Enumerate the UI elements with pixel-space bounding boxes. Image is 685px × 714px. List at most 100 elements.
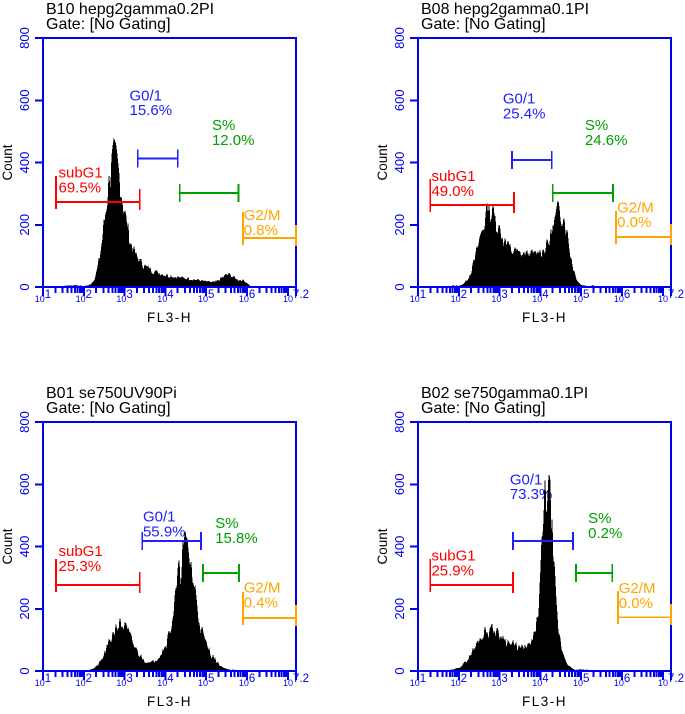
gate-status-text: Gate: [No Gating] xyxy=(421,400,546,417)
gate-label-g2m-pct: 0.0% xyxy=(617,214,651,231)
gate-label-g01-name: G0/1 xyxy=(510,471,543,488)
gate-label-g2m-pct: 0.4% xyxy=(244,595,278,612)
gate-bracket-s[interactable] xyxy=(178,184,240,203)
panel-title: B08 hepg2gamma0.1PI xyxy=(421,1,589,18)
y-tick-label: 600 xyxy=(392,473,407,495)
x-tick-label: 102 xyxy=(76,289,92,304)
gate-label-g01-pct: 25.4% xyxy=(503,105,546,122)
gate-label-g01-name: G0/1 xyxy=(503,90,536,107)
gate-label-s-name: S% xyxy=(588,510,611,527)
gate-label-s-name: S% xyxy=(585,117,608,134)
y-tick-label: 400 xyxy=(17,536,32,558)
gate-bracket-g01[interactable] xyxy=(136,149,179,168)
gate-label-g2m-pct: 0.0% xyxy=(619,595,653,612)
x-tick-label: 105 xyxy=(198,673,214,688)
x-axis-label: FL3-H xyxy=(522,694,567,709)
gate-label-subg1-name: subG1 xyxy=(59,164,103,181)
x-tick-label: 106 xyxy=(239,289,255,304)
x-tick-label: 104 xyxy=(532,673,549,688)
y-tick-label: 800 xyxy=(17,27,32,49)
x-tick-label: 101 xyxy=(35,289,51,304)
gate-bracket-subg1[interactable] xyxy=(55,176,141,211)
y-axis-label: Count xyxy=(375,528,390,564)
gate-label-g2m-pct: 0.8% xyxy=(244,222,278,239)
y-tick-label: 0 xyxy=(392,283,407,290)
gate-bracket-g2m[interactable] xyxy=(242,592,297,627)
gate-label-g01-name: G0/1 xyxy=(143,509,176,526)
gate-label-subg1-pct: 49.0% xyxy=(431,183,474,200)
y-axis-ticks: 0 200 400 600 800 xyxy=(17,411,43,675)
panel-title: B10 hepg2gamma0.2PI xyxy=(46,1,214,18)
x-axis-ticks xyxy=(42,287,297,296)
x-axis-label: FL3-H xyxy=(147,694,192,709)
x-tick-label: 107.2 xyxy=(658,289,684,304)
gate-label-subg1-pct: 25.3% xyxy=(59,558,102,575)
gate-bracket-s[interactable] xyxy=(551,184,614,203)
x-tick-label: 101 xyxy=(35,673,51,688)
x-tick-label: 105 xyxy=(198,289,214,304)
gate-label-g2m-name: G2/M xyxy=(244,580,281,597)
x-tick-label: 103 xyxy=(116,289,132,304)
y-tick-label: 0 xyxy=(17,667,32,674)
x-axis-ticks xyxy=(417,287,672,296)
gate-label-s-name: S% xyxy=(212,117,235,134)
gate-label-s-pct: 24.6% xyxy=(585,132,628,149)
gate-bracket-g2m[interactable] xyxy=(615,210,672,245)
x-tick-label: 104 xyxy=(532,289,549,304)
y-axis-label: Count xyxy=(0,528,15,564)
y-axis-ticks: 0 200 400 600 800 xyxy=(392,411,418,675)
x-tick-label: 102 xyxy=(451,673,467,688)
plot-frame xyxy=(42,37,297,288)
gate-bracket-g2m[interactable] xyxy=(617,591,672,626)
gate-label-s-name: S% xyxy=(215,515,238,532)
x-tick-label: 104 xyxy=(157,673,174,688)
y-tick-label: 600 xyxy=(392,89,407,111)
x-tick-label: 105 xyxy=(573,289,589,304)
gate-bracket-subg1[interactable] xyxy=(429,179,515,214)
y-tick-label: 800 xyxy=(17,411,32,433)
x-tick-label: 101 xyxy=(410,289,426,304)
gate-label-g2m-name: G2/M xyxy=(619,580,656,597)
x-tick-label: 107.2 xyxy=(283,289,309,304)
x-tick-label: 107.2 xyxy=(658,673,684,688)
gate-bracket-subg1[interactable] xyxy=(429,559,514,594)
gate-label-subg1-name: subG1 xyxy=(431,548,475,565)
gate-bracket-g01[interactable] xyxy=(510,151,553,170)
panel-title: B01 se750UV90Pi xyxy=(46,385,177,402)
gate-status-text: Gate: [No Gating] xyxy=(46,16,171,33)
x-tick-label: 102 xyxy=(76,673,92,688)
gate-label-g01-pct: 15.6% xyxy=(130,102,173,119)
y-tick-label: 600 xyxy=(17,473,32,495)
y-tick-label: 600 xyxy=(17,89,32,111)
y-tick-label: 200 xyxy=(392,214,407,236)
gate-bracket-g01[interactable] xyxy=(141,531,202,550)
gate-bracket-g01[interactable] xyxy=(512,531,574,550)
y-tick-label: 200 xyxy=(392,598,407,620)
gate-label-g01-pct: 73.3% xyxy=(510,486,553,503)
x-tick-label: 105 xyxy=(573,673,589,688)
gate-label-s-pct: 12.0% xyxy=(212,132,255,149)
gate-label-subg1-pct: 69.5% xyxy=(59,179,102,196)
x-tick-label: 101 xyxy=(410,673,426,688)
y-axis-label: Count xyxy=(375,144,390,180)
x-tick-label: 107.2 xyxy=(283,673,309,688)
gate-bracket-g2m[interactable] xyxy=(242,212,297,247)
y-tick-label: 400 xyxy=(392,536,407,558)
plot-frame xyxy=(417,37,672,288)
x-tick-label: 103 xyxy=(491,289,507,304)
y-tick-label: 0 xyxy=(17,283,32,290)
gate-label-g01-pct: 55.9% xyxy=(143,524,186,541)
gate-bracket-subg1[interactable] xyxy=(55,559,141,594)
x-tick-label: 106 xyxy=(239,673,255,688)
gate-label-subg1-pct: 25.9% xyxy=(431,562,474,579)
x-axis-label: FL3-H xyxy=(147,310,192,325)
gate-bracket-s[interactable] xyxy=(575,563,614,582)
x-axis-label: FL3-H xyxy=(522,310,567,325)
gate-label-g01-name: G0/1 xyxy=(130,87,163,104)
y-tick-label: 400 xyxy=(392,152,407,174)
gate-bracket-s[interactable] xyxy=(202,563,240,582)
